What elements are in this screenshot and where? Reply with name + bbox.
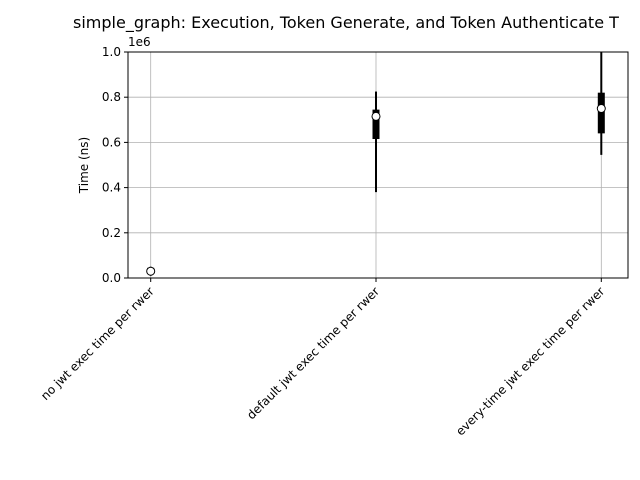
x-axis: no jwt exec time per rwer default jwt exe… bbox=[38, 278, 607, 438]
y-tick-label: 0.6 bbox=[102, 135, 121, 149]
y-tick-label: 0.2 bbox=[102, 226, 121, 240]
x-tick-label: every-time jwt exec time per rwer bbox=[453, 284, 607, 438]
box-1 bbox=[146, 266, 156, 276]
y-axis: 0.0 0.2 0.4 0.6 0.8 1.0 bbox=[102, 45, 128, 285]
box-mean-marker bbox=[371, 111, 381, 121]
grid-lines bbox=[128, 51, 628, 279]
plot-frame bbox=[127, 51, 629, 279]
box-mean-marker bbox=[596, 104, 606, 113]
y-tick-label: 0.0 bbox=[102, 271, 121, 285]
x-tick-label: no jwt exec time per rwer bbox=[38, 284, 157, 403]
y-axis-label: Time (ns) bbox=[77, 137, 91, 194]
y-tick-label: 0.8 bbox=[102, 90, 121, 104]
box-iqr bbox=[597, 92, 605, 134]
y-axis-offset-label: 1e6 bbox=[128, 35, 151, 49]
box-series bbox=[146, 52, 606, 276]
y-tick-label: 0.4 bbox=[102, 181, 121, 195]
box-3 bbox=[596, 52, 606, 155]
x-tick-label: default jwt exec time per rwer bbox=[244, 284, 382, 422]
box-mean-marker bbox=[146, 266, 156, 276]
box-iqr bbox=[372, 109, 380, 140]
chart-title: simple_graph: Execution, Token Generate,… bbox=[73, 13, 619, 33]
box-2 bbox=[371, 91, 381, 193]
y-tick-label: 1.0 bbox=[102, 45, 121, 59]
